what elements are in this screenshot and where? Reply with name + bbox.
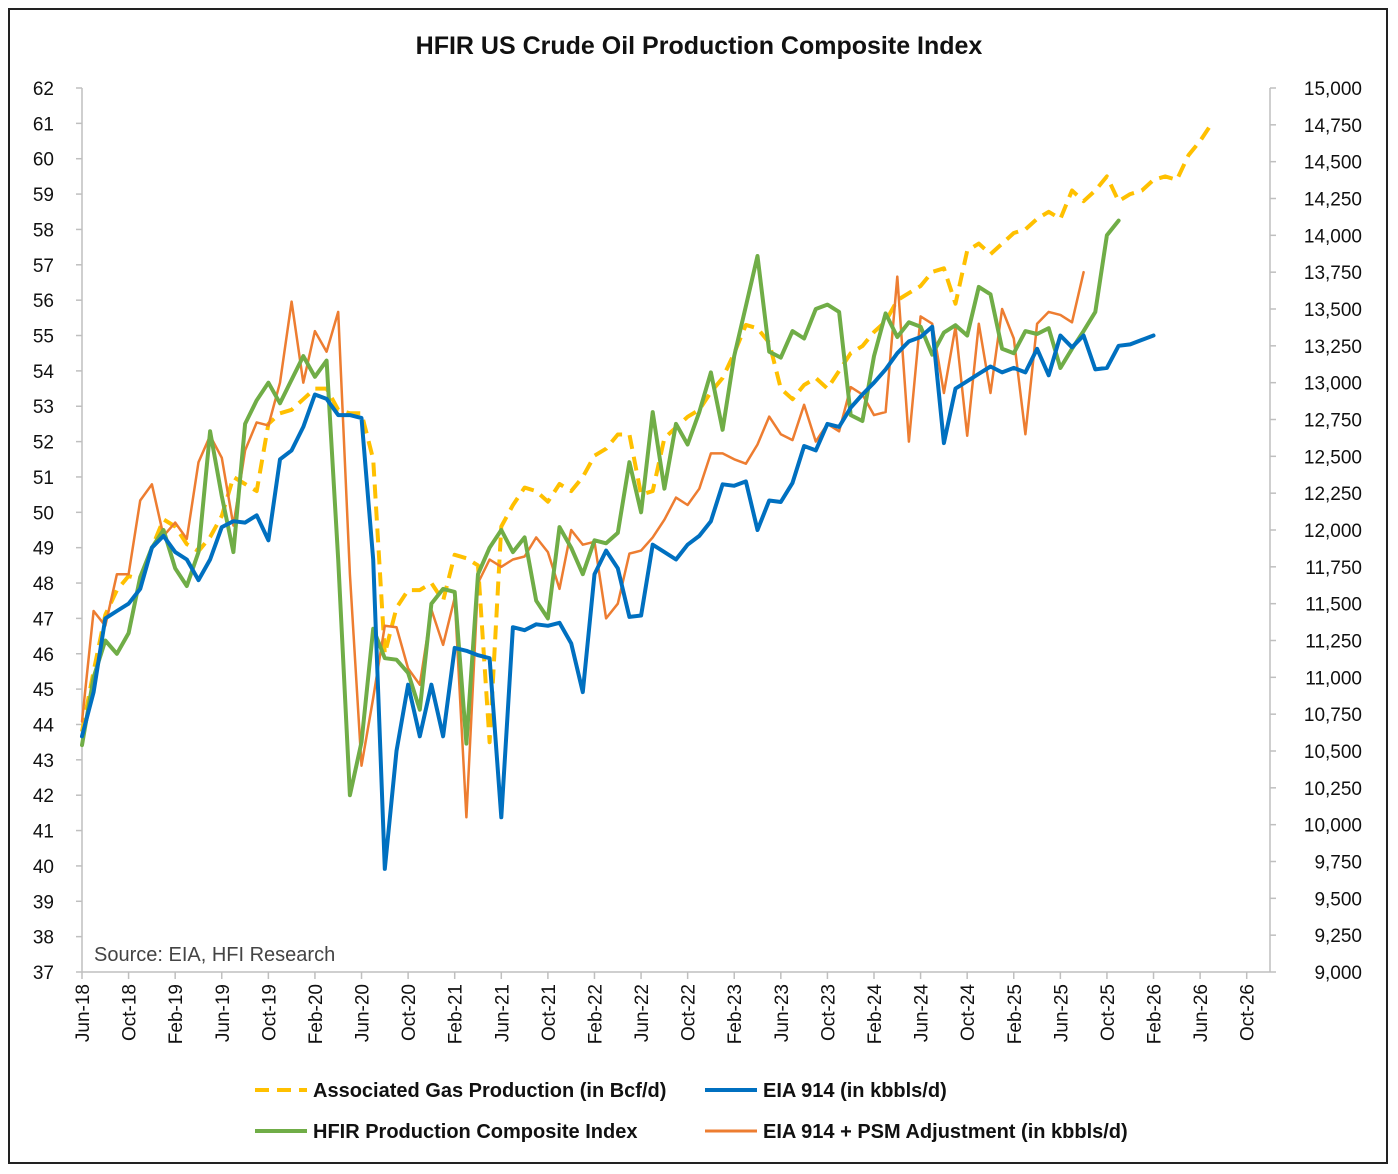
- x-tick-label: Feb-23: [725, 984, 746, 1044]
- left-tick-label: 44: [33, 715, 55, 736]
- left-tick-label: 39: [33, 892, 54, 913]
- left-tick-label: 55: [33, 327, 54, 348]
- x-tick-label: Jun-18: [73, 984, 94, 1042]
- legend-label: EIA 914 + PSM Adjustment (in kbbls/d): [763, 1121, 1128, 1143]
- right-tick-label: 12,250: [1304, 484, 1362, 505]
- x-tick-label: Jun-23: [772, 984, 793, 1042]
- x-tick-label: Feb-26: [1145, 984, 1166, 1044]
- source-note: Source: EIA, HFI Research: [94, 944, 335, 966]
- x-tick-label: Jun-20: [353, 984, 374, 1042]
- left-tick-label: 51: [33, 468, 54, 489]
- x-tick-label: Oct-20: [399, 984, 420, 1041]
- legend-item: EIA 914 + PSM Adjustment (in kbbls/d): [705, 1121, 1128, 1143]
- right-tick-label: 11,750: [1305, 558, 1362, 579]
- x-tick-label: Oct-23: [818, 984, 839, 1041]
- right-tick-label: 12,750: [1304, 411, 1362, 432]
- left-tick-label: 62: [33, 79, 54, 100]
- right-tick-label: 9,000: [1314, 963, 1362, 984]
- left-tick-label: 38: [33, 928, 54, 949]
- x-tick-label: Jun-22: [632, 984, 653, 1042]
- legend-item: HFIR Production Composite Index: [255, 1121, 637, 1143]
- left-tick-label: 37: [33, 963, 54, 984]
- left-tick-label: 50: [33, 503, 54, 524]
- right-tick-label: 11,000: [1305, 668, 1362, 689]
- left-tick-label: 47: [33, 609, 54, 630]
- left-tick-label: 40: [33, 857, 54, 878]
- x-tick-label: Jun-24: [912, 984, 933, 1043]
- axes-layer: 37 38 39 40 41 42 43 44 45 46 47 48 49 50 51 52 53 54 55 56…: [33, 79, 1362, 1044]
- legend-item: EIA 914 (in kbbls/d): [705, 1080, 947, 1102]
- left-tick-label: 48: [33, 574, 54, 595]
- left-tick-label: 42: [33, 786, 54, 807]
- right-tick-label: 12,500: [1304, 447, 1362, 468]
- right-tick-label: 9,250: [1314, 926, 1362, 947]
- x-tick-label: Jun-26: [1191, 984, 1212, 1042]
- series-layer: [80, 122, 1214, 871]
- right-tick-label: 13,750: [1304, 263, 1362, 284]
- left-tick-label: 45: [33, 680, 54, 701]
- x-tick-label: Feb-24: [865, 984, 886, 1045]
- left-tick-label: 56: [33, 291, 54, 312]
- right-tick-label: 13,500: [1304, 300, 1362, 321]
- left-tick-label: 61: [33, 114, 54, 135]
- x-tick-label: Oct-22: [679, 984, 700, 1041]
- x-tick-label: Oct-25: [1098, 984, 1119, 1041]
- left-tick-label: 49: [33, 539, 54, 560]
- x-tick-label: Feb-25: [1005, 984, 1026, 1044]
- left-tick-label: 59: [33, 185, 54, 206]
- right-tick-label: 9,500: [1314, 889, 1362, 910]
- left-tick-label: 60: [33, 150, 54, 171]
- left-tick-label: 41: [33, 822, 54, 843]
- right-tick-label: 10,500: [1304, 742, 1362, 763]
- right-tick-label: 13,250: [1304, 337, 1362, 358]
- right-tick-label: 11,500: [1305, 595, 1362, 616]
- x-tick-label: Feb-20: [306, 984, 327, 1044]
- x-tick-label: Jun-21: [492, 984, 513, 1042]
- x-tick-label: Feb-22: [585, 984, 606, 1044]
- right-tick-label: 13,000: [1304, 374, 1362, 395]
- right-tick-label: 14,000: [1304, 226, 1362, 247]
- right-tick-label: 10,750: [1304, 705, 1362, 726]
- left-tick-label: 52: [33, 433, 54, 454]
- x-tick-label: Oct-26: [1238, 984, 1259, 1041]
- legend-label: EIA 914 (in kbbls/d): [763, 1080, 947, 1102]
- right-tick-label: 14,500: [1304, 153, 1362, 174]
- x-tick-label: Jun-25: [1051, 984, 1072, 1042]
- left-tick-label: 54: [33, 362, 55, 383]
- right-tick-label: 14,250: [1304, 190, 1362, 211]
- right-tick-label: 14,750: [1304, 116, 1362, 137]
- x-tick-label: Oct-21: [539, 984, 560, 1041]
- right-tick-label: 15,000: [1304, 79, 1362, 100]
- chart-title: HFIR US Crude Oil Production Composite I…: [416, 32, 983, 60]
- right-tick-label: 11,250: [1305, 632, 1362, 653]
- right-tick-label: 10,000: [1304, 816, 1362, 837]
- legend-item: Associated Gas Production (in Bcf/d): [255, 1080, 666, 1102]
- legend: Associated Gas Production (in Bcf/d) EIA …: [255, 1080, 1128, 1143]
- right-tick-label: 9,750: [1314, 853, 1362, 874]
- series-line-eia-914-psm: [80, 270, 1085, 819]
- series-line-eia-914: [80, 324, 1156, 871]
- left-tick-label: 57: [33, 256, 54, 277]
- left-tick-label: 53: [33, 397, 54, 418]
- x-tick-label: Oct-18: [120, 984, 141, 1041]
- x-tick-label: Oct-24: [958, 984, 979, 1041]
- x-tick-label: Oct-19: [259, 984, 280, 1041]
- right-tick-label: 12,000: [1304, 521, 1362, 542]
- right-tick-label: 10,250: [1304, 779, 1362, 800]
- series-line-hfir-composite: [80, 218, 1121, 798]
- x-tick-label: Feb-19: [166, 984, 187, 1044]
- left-tick-label: 46: [33, 645, 54, 666]
- left-tick-label: 58: [33, 220, 54, 241]
- x-tick-label: Jun-19: [213, 984, 234, 1042]
- x-tick-label: Feb-21: [446, 984, 467, 1044]
- left-tick-label: 43: [33, 751, 54, 772]
- legend-label: Associated Gas Production (in Bcf/d): [313, 1080, 666, 1102]
- legend-label: HFIR Production Composite Index: [313, 1121, 637, 1143]
